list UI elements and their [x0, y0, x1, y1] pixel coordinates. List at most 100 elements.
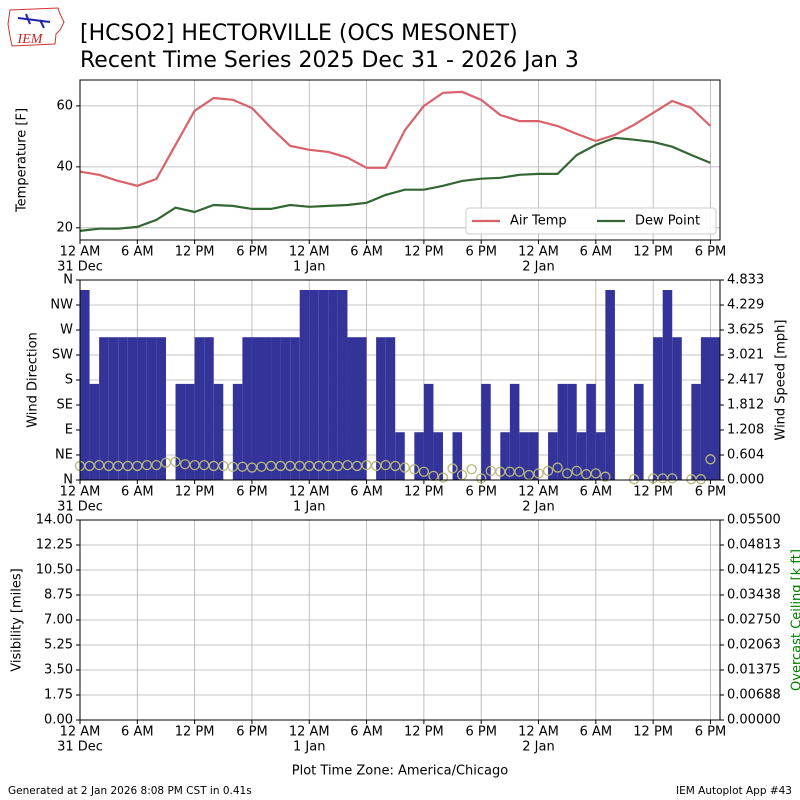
- chart-title: [HCSO2] HECTORVILLE (OCS MESONET): [80, 21, 518, 46]
- x-day-label: 2 Jan: [522, 740, 554, 755]
- bar: [357, 337, 367, 480]
- line-series: [79, 136, 711, 232]
- x-tick-label: 12 PM: [633, 485, 673, 500]
- x-tick-label: 6 PM: [465, 245, 496, 260]
- x-day-label: 2 Jan: [522, 260, 554, 275]
- bar: [376, 337, 386, 480]
- y2-tick-label: 1.208: [727, 423, 764, 438]
- x-tick-label: 6 PM: [695, 245, 726, 260]
- bar: [185, 383, 195, 480]
- x-tick-label: 12 AM: [518, 245, 559, 260]
- x-tick-label: 6 PM: [465, 725, 496, 740]
- chart-subtitle: Recent Time Series 2025 Dec 31 - 2026 Ja…: [80, 48, 579, 73]
- y-tick-label: 40: [56, 159, 73, 174]
- x-tick-label: 12 AM: [518, 725, 559, 740]
- point: [151, 459, 162, 471]
- bar: [127, 337, 138, 480]
- y2-tick-label: 4.833: [727, 273, 764, 288]
- x-tick-label: 6 PM: [695, 725, 726, 740]
- y-tick-label: 10.50: [36, 563, 73, 578]
- bar: [423, 383, 434, 480]
- point: [628, 474, 640, 485]
- y2-tick-label: 0.02063: [727, 637, 781, 652]
- x-tick-label: 12 AM: [289, 485, 330, 500]
- bar: [672, 337, 682, 480]
- bar: [242, 337, 252, 480]
- point: [562, 468, 573, 479]
- y2-tick-label: 0.00000: [727, 713, 781, 728]
- bar: [528, 432, 539, 480]
- x-day-label: 31 Dec: [57, 500, 103, 515]
- bar: [137, 337, 147, 480]
- point: [705, 454, 716, 465]
- bar: [662, 290, 673, 480]
- x-tick-label: 12 PM: [404, 245, 444, 260]
- bar: [385, 337, 396, 480]
- y-tick-label: NW: [50, 298, 73, 313]
- x-tick-label: 6 AM: [121, 725, 154, 740]
- x-tick-label: 6 AM: [580, 485, 613, 500]
- point: [476, 473, 487, 484]
- x-tick-label: 6 PM: [236, 245, 267, 260]
- x-tick-label: 6 AM: [580, 245, 613, 260]
- x-tick-label: 12 PM: [404, 725, 444, 740]
- x-tick-label: 6 PM: [236, 485, 267, 500]
- point: [667, 473, 678, 484]
- bar: [605, 290, 615, 480]
- x-tick-label: 6 AM: [121, 485, 154, 500]
- legend-label: Air Temp: [510, 214, 567, 229]
- y2-tick-label: 1.812: [727, 398, 764, 413]
- bar: [586, 383, 596, 480]
- bar: [99, 337, 109, 480]
- bar: [108, 337, 119, 480]
- y-tick-label: 1.75: [44, 688, 73, 703]
- logo-outline: [7, 7, 65, 47]
- x-tick-label: 12 PM: [175, 485, 215, 500]
- legend-label: Dew Point: [635, 214, 700, 229]
- bar: [576, 432, 587, 480]
- point: [466, 464, 477, 475]
- logo-lines: [17, 13, 51, 29]
- bar: [519, 432, 529, 480]
- x-tick-label: 12 PM: [175, 245, 215, 260]
- y2-tick-label: 0.01375: [727, 663, 781, 678]
- x-tick-label: 12 AM: [518, 485, 559, 500]
- bar: [89, 383, 100, 480]
- y2-tick-label: 0.03438: [727, 587, 781, 602]
- x-tick-label: 6 AM: [350, 725, 383, 740]
- x-tick-label: 12 AM: [289, 245, 330, 260]
- bar: [548, 432, 558, 480]
- x-tick-label: 6 PM: [695, 485, 726, 500]
- bar: [347, 337, 358, 480]
- point: [695, 474, 707, 485]
- y-axis-label: Temperature [F]: [15, 108, 30, 213]
- y-tick-label: 0.00: [44, 713, 73, 728]
- bar: [290, 337, 300, 480]
- y2-tick-label: 0.05500: [727, 513, 781, 528]
- y-tick-label: 8.75: [44, 588, 73, 603]
- bar: [299, 290, 310, 480]
- point: [170, 456, 181, 467]
- bar: [118, 337, 128, 480]
- x-day-label: 2 Jan: [522, 500, 554, 515]
- point: [447, 463, 458, 474]
- y-axis-label: Visibility [miles]: [10, 568, 25, 671]
- x-day-label: 31 Dec: [57, 740, 103, 755]
- y-tick-label: 5.25: [44, 638, 73, 653]
- y2-axis-label: Overcast Ceiling [k ft]: [790, 549, 800, 691]
- bar: [271, 337, 281, 480]
- plot-frame: [79, 79, 721, 241]
- point: [390, 460, 401, 472]
- x-day-label: 31 Dec: [57, 260, 103, 275]
- y-tick-label: E: [65, 423, 73, 438]
- bar: [146, 337, 157, 480]
- bar: [433, 432, 443, 480]
- bar: [309, 290, 319, 480]
- y-tick-label: 14.00: [36, 513, 73, 528]
- y2-tick-label: 0.00688: [727, 687, 781, 702]
- bar: [80, 290, 90, 480]
- point: [571, 465, 582, 477]
- x-tick-label: 6 PM: [236, 725, 267, 740]
